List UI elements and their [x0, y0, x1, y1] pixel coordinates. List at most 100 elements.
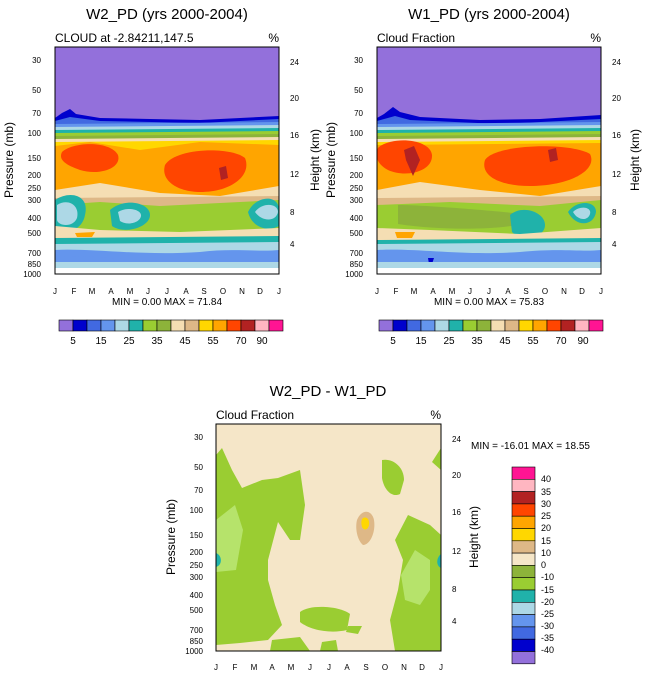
month-tick: F — [394, 287, 399, 296]
panel-b-y2label: Height (km) — [628, 129, 642, 191]
pressure-tick: 250 — [190, 561, 204, 570]
colorbar-swatch — [511, 528, 536, 542]
pressure-tick: 50 — [32, 86, 41, 95]
pressure-tick: 700 — [190, 626, 204, 635]
colorbar-swatch — [511, 466, 536, 480]
panel-c-subtitle: Cloud Fraction — [216, 408, 294, 422]
colorbar-swatch — [226, 319, 242, 332]
colorbar-swatch — [58, 319, 74, 332]
pressure-tick: 400 — [350, 214, 364, 223]
month-tick: O — [542, 287, 548, 296]
colorbar-swatch — [86, 319, 102, 332]
panel-a-title: W2_PD (yrs 2000-2004) — [86, 6, 248, 23]
colorbar-swatch — [100, 319, 116, 332]
pressure-tick: 250 — [28, 184, 42, 193]
pressure-tick: 500 — [350, 229, 364, 238]
month-tick: O — [382, 663, 388, 672]
colorbar-swatch — [462, 319, 478, 332]
colorbar-swatch — [254, 319, 270, 332]
colorbar-swatch — [434, 319, 450, 332]
pressure-tick: 500 — [190, 606, 204, 615]
pressure-tick: 30 — [354, 56, 363, 65]
month-tick: A — [505, 287, 511, 296]
colorbar-label: 15 — [415, 336, 427, 347]
colorbar-swatch — [518, 319, 534, 332]
colorbar-label: 45 — [179, 336, 191, 347]
colorbar-swatch — [511, 626, 536, 640]
colorbar-label: -15 — [541, 585, 554, 595]
height-tick: 4 — [452, 617, 457, 626]
pressure-tick: 200 — [190, 548, 204, 557]
pressure-tick: 1000 — [185, 647, 203, 656]
month-tick: J — [53, 287, 57, 296]
colorbar-label: 20 — [541, 523, 551, 533]
month-tick: J — [468, 287, 472, 296]
colorbar-swatch — [142, 319, 158, 332]
month-tick: S — [201, 287, 206, 296]
panel-a-colorbar — [58, 319, 284, 332]
panel-a-pressure-ticks: 30 50 70 100 150 200 250 300 400 500 700… — [23, 56, 41, 279]
month-tick: F — [72, 287, 77, 296]
colorbar-swatch — [511, 651, 536, 665]
month-tick: S — [523, 287, 528, 296]
height-tick: 4 — [290, 240, 295, 249]
colorbar-label: -20 — [541, 597, 554, 607]
colorbar-label: 70 — [235, 336, 247, 347]
month-tick: M — [449, 287, 456, 296]
colorbar-label: 30 — [541, 499, 551, 509]
colorbar-label: 35 — [541, 487, 551, 497]
panel-b-contour-field — [377, 47, 601, 274]
panel-b-ylabel: Pressure (mb) — [324, 122, 338, 198]
colorbar-swatch — [511, 614, 536, 628]
month-tick: N — [239, 287, 245, 296]
height-tick: 24 — [612, 58, 621, 67]
month-tick: N — [561, 287, 567, 296]
colorbar-label: 40 — [541, 474, 551, 484]
colorbar-label: 70 — [555, 336, 567, 347]
pressure-tick: 200 — [28, 171, 42, 180]
colorbar-swatch — [560, 319, 576, 332]
pressure-tick: 30 — [32, 56, 41, 65]
height-tick: 12 — [290, 170, 299, 179]
height-tick: 8 — [612, 208, 617, 217]
height-tick: 20 — [290, 94, 299, 103]
panel-b-stats: MIN = 0.00 MAX = 75.83 — [434, 297, 544, 308]
pressure-tick: 850 — [350, 260, 364, 269]
colorbar-label: 5 — [390, 336, 396, 347]
month-tick: A — [344, 663, 350, 672]
pressure-tick: 100 — [190, 506, 204, 515]
panel-b-pressure-ticks: 30 50 70 100 150 200 250 300 400 500 700… — [345, 56, 363, 279]
panel-a-ylabel: Pressure (mb) — [2, 122, 16, 198]
pressure-tick: 70 — [32, 109, 41, 118]
panel-b-title: W1_PD (yrs 2000-2004) — [408, 6, 570, 23]
height-tick: 16 — [612, 131, 621, 140]
pressure-tick: 700 — [350, 249, 364, 258]
colorbar-label: -35 — [541, 633, 554, 643]
panel-c-stats: MIN = -16.01 MAX = 18.55 — [471, 441, 590, 452]
colorbar-swatch — [212, 319, 228, 332]
colorbar-swatch — [511, 577, 536, 591]
pressure-tick: 300 — [190, 573, 204, 582]
panel-c-title: W2_PD - W1_PD — [270, 383, 387, 400]
pressure-tick: 1000 — [345, 270, 363, 279]
panel-c-colorbar-labels: 40 35 30 25 20 15 10 0 -10 -15 -20 -25 -… — [541, 474, 554, 655]
colorbar-swatch — [476, 319, 492, 332]
panel-difference: W2_PD - W1_PD Cloud Fraction % Pressure … — [164, 383, 590, 672]
height-tick: 16 — [452, 508, 461, 517]
panel-c-y2label: Height (km) — [467, 506, 481, 568]
panel-a-frame — [54, 46, 280, 275]
pressure-tick: 150 — [190, 531, 204, 540]
height-tick: 24 — [290, 58, 299, 67]
month-tick: O — [220, 287, 226, 296]
pressure-tick: 300 — [350, 196, 364, 205]
pressure-tick: 150 — [350, 154, 364, 163]
colorbar-label: -25 — [541, 609, 554, 619]
panel-a-contour-field — [55, 47, 279, 274]
panel-w2-pd: W2_PD (yrs 2000-2004) CLOUD at -2.84211,… — [2, 6, 322, 347]
height-tick: 4 — [612, 240, 617, 249]
colorbar-swatch — [406, 319, 422, 332]
month-tick: D — [419, 663, 425, 672]
month-tick: M — [411, 287, 418, 296]
month-tick: M — [127, 287, 134, 296]
pressure-tick: 850 — [28, 260, 42, 269]
